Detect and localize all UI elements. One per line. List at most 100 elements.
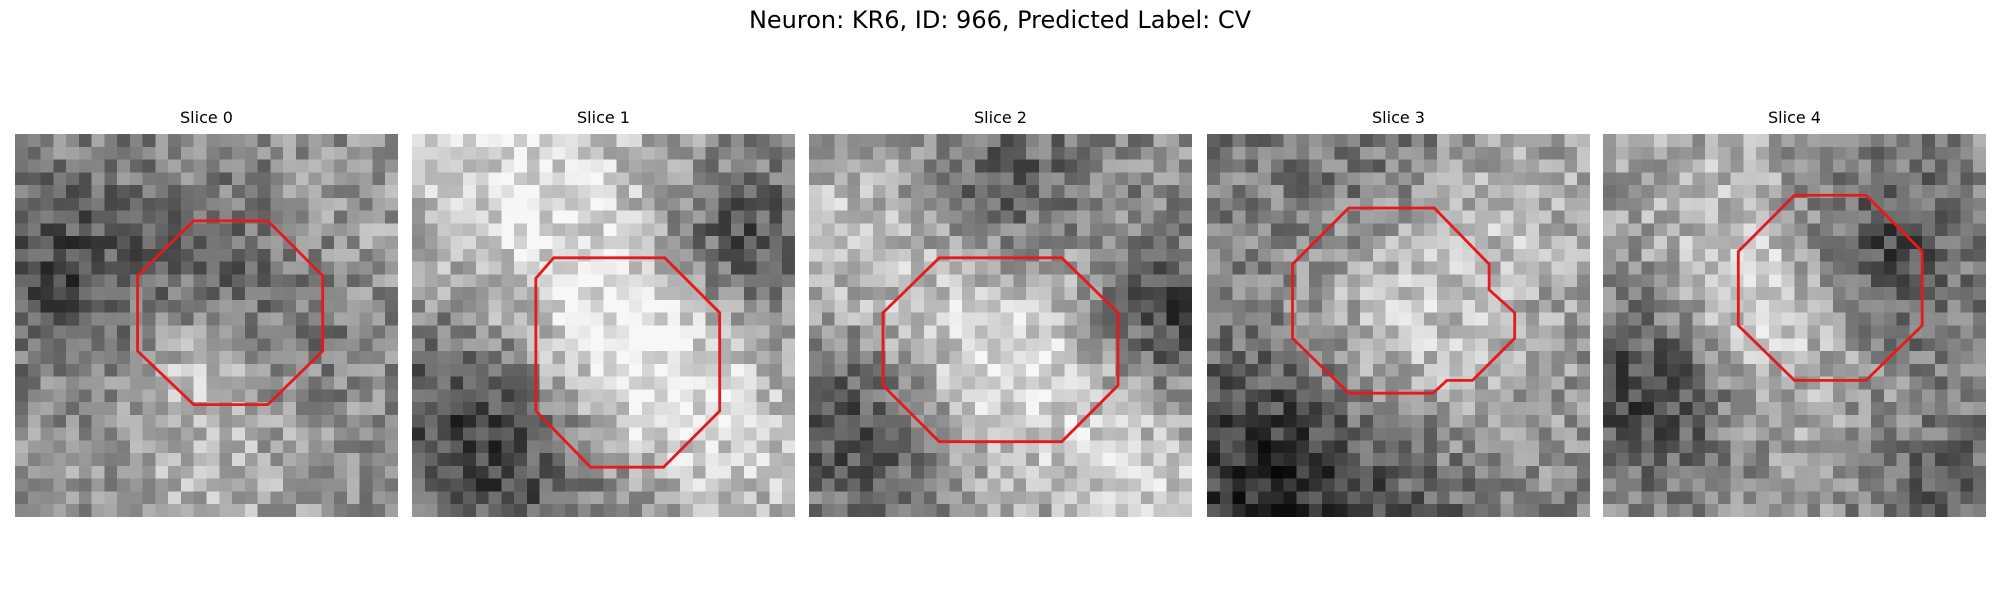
pixel [936, 325, 950, 339]
pixel [1166, 504, 1180, 517]
pixel [244, 325, 258, 339]
pixel [1245, 389, 1259, 403]
pixel [1258, 236, 1272, 250]
pixel [743, 376, 758, 390]
pixel [987, 261, 1001, 275]
pixel [577, 389, 592, 403]
pixel [1628, 453, 1642, 467]
pixel [359, 312, 373, 326]
pixel [1283, 376, 1297, 390]
pixel [962, 504, 976, 517]
pixel [911, 261, 925, 275]
pixel [1115, 159, 1129, 173]
pixel [705, 389, 719, 403]
pixel [1207, 414, 1221, 429]
pixel [1219, 363, 1233, 377]
pixel [987, 504, 1001, 517]
pixel [987, 210, 1001, 224]
pixel [911, 351, 925, 365]
pixel [1513, 440, 1527, 454]
pixel [923, 440, 938, 454]
pixel [219, 236, 233, 250]
pixel [1615, 299, 1629, 314]
pixel [1807, 134, 1821, 148]
pixel [1372, 389, 1387, 403]
pixel [1013, 159, 1027, 173]
pixel [1781, 223, 1795, 237]
pixel [1756, 223, 1770, 237]
pixel [129, 453, 144, 467]
pixel [1909, 427, 1923, 441]
pixel [1462, 261, 1476, 275]
pixel [847, 376, 861, 390]
pixel [923, 185, 938, 199]
pixel [1449, 261, 1463, 275]
pixel [1449, 504, 1463, 517]
pixel [1692, 248, 1706, 263]
pixel [1794, 236, 1808, 250]
pixel [692, 402, 707, 416]
pixel [949, 274, 963, 288]
pixel [629, 402, 643, 416]
pixel [1654, 210, 1668, 224]
pixel [385, 248, 398, 263]
pixel [936, 414, 950, 429]
pixel [437, 287, 451, 301]
pixel [1641, 414, 1655, 429]
pixel [295, 414, 310, 429]
pixel [616, 274, 630, 288]
pixel [321, 210, 335, 224]
pixel [949, 427, 963, 441]
pixel [1475, 440, 1489, 454]
pixel [475, 427, 489, 441]
pixel [1717, 376, 1732, 390]
pixel [1026, 325, 1040, 339]
pixel [180, 312, 195, 326]
pixel [1947, 389, 1961, 403]
pixel [283, 299, 297, 314]
pixel [1513, 312, 1527, 326]
pixel [1424, 223, 1438, 237]
pixel [974, 478, 989, 492]
pixel [756, 325, 770, 339]
pixel [539, 478, 553, 492]
pixel [1219, 453, 1233, 467]
pixel [1372, 248, 1387, 263]
pixel [743, 338, 758, 352]
pixel [1179, 248, 1192, 263]
pixel [372, 134, 386, 148]
pixel [1179, 287, 1192, 301]
pixel [1717, 236, 1732, 250]
pixel [412, 414, 426, 429]
pixel [1153, 312, 1167, 326]
pixel [667, 312, 681, 326]
pixel [501, 197, 515, 211]
pixel [91, 504, 105, 517]
pixel [1398, 172, 1412, 186]
pixel [424, 223, 438, 237]
pixel [1666, 453, 1680, 467]
pixel [1462, 504, 1476, 517]
pixel [872, 465, 886, 480]
pixel [1115, 299, 1129, 314]
pixel [1462, 338, 1476, 352]
pixel [1000, 261, 1014, 275]
pixel [885, 236, 899, 250]
pixel [1360, 440, 1374, 454]
pixel [412, 453, 426, 467]
pixel [1858, 159, 1872, 173]
pixel [1603, 478, 1617, 492]
pixel [949, 351, 963, 365]
pixel [692, 363, 707, 377]
pixel [590, 146, 604, 160]
pixel [1896, 134, 1910, 148]
pixel [1500, 402, 1514, 416]
pixel [1883, 376, 1898, 390]
pixel [911, 312, 925, 326]
pixel [539, 172, 553, 186]
pixel [40, 287, 54, 301]
pixel [1666, 197, 1680, 211]
pixel [1692, 274, 1706, 288]
pixel [1449, 236, 1463, 250]
pixel [155, 338, 169, 352]
